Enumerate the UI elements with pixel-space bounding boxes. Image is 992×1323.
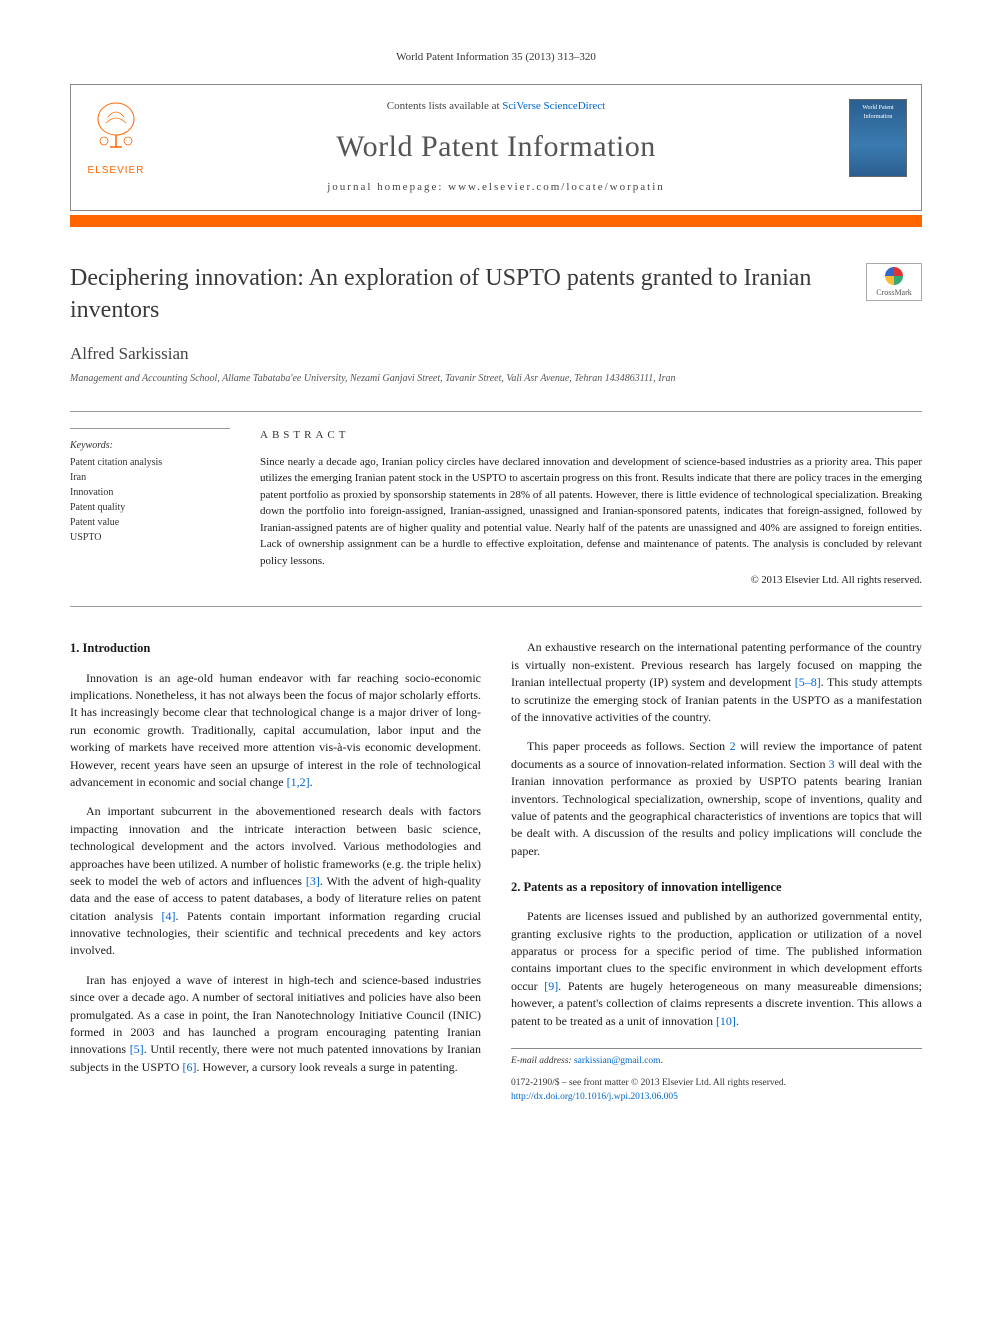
body-paragraph: An exhaustive research on the internatio…: [511, 639, 922, 726]
body-paragraph: This paper proceeds as follows. Section …: [511, 738, 922, 860]
p-text: .: [310, 775, 313, 789]
orange-divider-bar: [70, 215, 922, 227]
p-text: .: [736, 1014, 739, 1028]
keywords-column: Keywords: Patent citation analysis Iran …: [70, 428, 230, 589]
article-title: Deciphering innovation: An exploration o…: [70, 263, 866, 325]
section-1-heading: 1. Introduction: [70, 639, 481, 657]
divider-bottom: [70, 606, 922, 607]
keywords-divider: [70, 428, 230, 429]
body-paragraph: Innovation is an age-old human endeavor …: [70, 670, 481, 792]
citation-link[interactable]: [10]: [716, 1014, 736, 1028]
homepage-url: www.elsevier.com/locate/worpatin: [448, 181, 665, 193]
keyword-item: Innovation: [70, 485, 230, 500]
author-affiliation: Management and Accounting School, Allame…: [70, 372, 922, 387]
citation-link[interactable]: [3]: [306, 874, 320, 888]
section-2-heading: 2. Patents as a repository of innovation…: [511, 878, 922, 896]
doi-line: http://dx.doi.org/10.1016/j.wpi.2013.06.…: [511, 1091, 922, 1105]
p-text: This paper proceeds as follows. Section: [527, 739, 730, 753]
keyword-item: Patent value: [70, 515, 230, 530]
homepage-prefix: journal homepage:: [327, 181, 448, 193]
p-text: . However, a cursory look reveals a surg…: [196, 1060, 457, 1074]
email-footnote: E-mail address: sarkissian@gmail.com.: [511, 1055, 922, 1069]
author-email-link[interactable]: sarkissian@gmail.com: [574, 1056, 661, 1066]
abstract-column: ABSTRACT Since nearly a decade ago, Iran…: [260, 428, 922, 589]
elsevier-tree-icon: [88, 99, 144, 155]
keywords-heading: Keywords:: [70, 439, 230, 454]
running-header: World Patent Information 35 (2013) 313–3…: [70, 50, 922, 66]
citation-link[interactable]: [5]: [130, 1042, 144, 1056]
elsevier-wordmark: ELSEVIER: [85, 164, 147, 179]
keyword-item: USPTO: [70, 530, 230, 545]
journal-header-box: ELSEVIER World Patent Information Conten…: [70, 84, 922, 211]
citation-link[interactable]: [5–8]: [795, 675, 821, 689]
keyword-item: Iran: [70, 470, 230, 485]
journal-name: World Patent Information: [161, 125, 831, 169]
abstract-copyright: © 2013 Elsevier Ltd. All rights reserved…: [260, 573, 922, 588]
crossmark-badge[interactable]: CrossMark: [866, 263, 922, 301]
sciencedirect-link[interactable]: SciVerse ScienceDirect: [502, 100, 605, 112]
crossmark-label: CrossMark: [876, 287, 912, 299]
body-paragraph: Iran has enjoyed a wave of interest in h…: [70, 972, 481, 1076]
citation-link[interactable]: [6]: [182, 1060, 196, 1074]
body-paragraph: An important subcurrent in the abovement…: [70, 803, 481, 960]
journal-cover-thumbnail: World Patent Information: [849, 99, 907, 177]
citation-link[interactable]: [4]: [162, 909, 176, 923]
issn-line: 0172-2190/$ – see front matter © 2013 El…: [511, 1077, 922, 1091]
keyword-item: Patent citation analysis: [70, 455, 230, 470]
keyword-item: Patent quality: [70, 500, 230, 515]
contents-available-line: Contents lists available at SciVerse Sci…: [161, 99, 831, 115]
citation-link[interactable]: [1,2]: [287, 775, 310, 789]
elsevier-logo: ELSEVIER: [85, 99, 147, 179]
p-text: will deal with the Iranian innovation pe…: [511, 757, 922, 858]
citation-link[interactable]: [9]: [544, 979, 558, 993]
article-body: 1. Introduction Innovation is an age-old…: [70, 639, 922, 1104]
p-text: Innovation is an age-old human endeavor …: [70, 671, 481, 789]
abstract-text: Since nearly a decade ago, Iranian polic…: [260, 454, 922, 570]
contents-prefix: Contents lists available at: [387, 100, 502, 112]
abstract-heading: ABSTRACT: [260, 428, 922, 444]
author-name: Alfred Sarkissian: [70, 342, 922, 367]
email-label: E-mail address:: [511, 1056, 574, 1066]
footnotes-block: E-mail address: sarkissian@gmail.com. 01…: [511, 1048, 922, 1104]
crossmark-icon: [885, 267, 903, 285]
body-paragraph: Patents are licenses issued and publishe…: [511, 908, 922, 1030]
doi-link[interactable]: http://dx.doi.org/10.1016/j.wpi.2013.06.…: [511, 1092, 678, 1102]
journal-homepage-line: journal homepage: www.elsevier.com/locat…: [161, 180, 831, 196]
